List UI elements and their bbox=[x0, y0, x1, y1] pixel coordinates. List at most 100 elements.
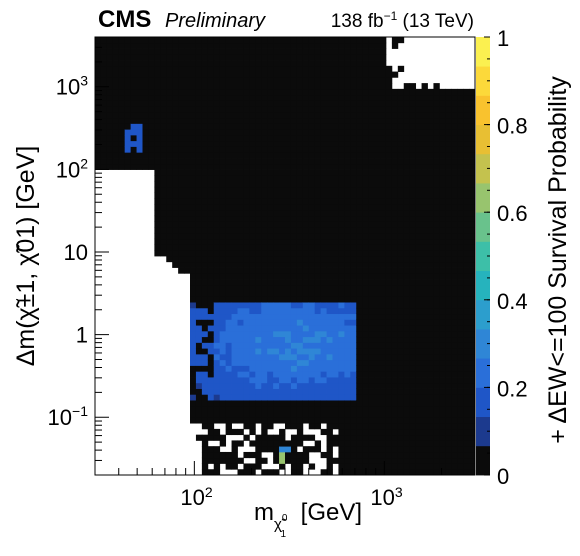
heatmap-cell bbox=[403, 302, 411, 309]
heatmap-cell bbox=[237, 279, 244, 286]
heatmap-cell bbox=[219, 330, 227, 338]
heatmap-cell bbox=[314, 192, 322, 199]
heatmap-cell bbox=[338, 209, 345, 217]
heatmap-cell bbox=[320, 232, 327, 240]
heatmap-cell bbox=[385, 388, 393, 395]
heatmap-cell bbox=[172, 175, 179, 182]
heatmap-cell bbox=[195, 353, 203, 361]
heatmap-cell bbox=[172, 106, 179, 113]
heatmap-cell bbox=[314, 238, 322, 245]
heatmap-cell bbox=[136, 88, 143, 96]
heatmap-cell bbox=[100, 60, 108, 67]
heatmap-cell bbox=[154, 83, 161, 90]
heatmap-cell bbox=[225, 273, 232, 280]
heatmap-cell bbox=[261, 117, 268, 124]
heatmap-cell bbox=[457, 273, 464, 280]
heatmap-cell bbox=[433, 296, 440, 303]
heatmap-cell bbox=[118, 146, 126, 153]
heatmap-cell bbox=[184, 123, 191, 130]
heatmap-cell bbox=[320, 37, 327, 44]
heatmap-cell bbox=[172, 198, 179, 205]
heatmap-cell bbox=[397, 227, 405, 234]
heatmap-cell bbox=[385, 181, 393, 188]
heatmap-cell bbox=[451, 417, 458, 424]
heatmap-cell bbox=[397, 302, 405, 309]
heatmap-cell bbox=[314, 261, 322, 268]
heatmap-cell bbox=[391, 261, 399, 268]
heatmap-cell bbox=[172, 204, 179, 211]
heatmap-cell bbox=[207, 94, 215, 101]
heatmap-cell bbox=[362, 325, 369, 332]
heatmap-cell bbox=[190, 273, 197, 280]
heatmap-cell bbox=[267, 140, 274, 147]
heatmap-cell bbox=[463, 336, 470, 343]
heatmap-cell bbox=[249, 388, 256, 395]
heatmap-cell bbox=[433, 394, 440, 401]
heatmap-cell bbox=[314, 209, 322, 217]
heatmap-cell bbox=[255, 134, 262, 142]
heatmap-cell bbox=[326, 457, 333, 464]
heatmap-cell bbox=[261, 336, 268, 343]
heatmap-cell bbox=[190, 186, 197, 193]
heatmap-cell bbox=[457, 359, 464, 366]
heatmap-cell bbox=[332, 77, 339, 84]
color-scale-step bbox=[476, 241, 490, 271]
heatmap-cell bbox=[213, 469, 221, 476]
heatmap-cell bbox=[350, 100, 357, 107]
heatmap-cell bbox=[243, 267, 250, 274]
heatmap-cell bbox=[184, 100, 191, 107]
heatmap-cell bbox=[290, 440, 298, 447]
heatmap-cell bbox=[403, 284, 411, 291]
heatmap-cell bbox=[160, 100, 167, 107]
heatmap-cell bbox=[160, 158, 167, 165]
heatmap-cell bbox=[231, 175, 238, 182]
heatmap-cell bbox=[148, 106, 155, 113]
heatmap-cell bbox=[463, 411, 470, 418]
heatmap-cell bbox=[237, 158, 244, 165]
heatmap-cell bbox=[415, 290, 422, 297]
heatmap-cell bbox=[320, 244, 327, 251]
heatmap-cell bbox=[451, 394, 458, 401]
heatmap-cell bbox=[368, 325, 375, 332]
heatmap-cell bbox=[415, 325, 422, 332]
heatmap-cell bbox=[124, 146, 132, 153]
heatmap-cell bbox=[314, 394, 322, 401]
heatmap-cell bbox=[326, 227, 333, 234]
heatmap-cell bbox=[421, 238, 428, 245]
heatmap-cell bbox=[243, 382, 250, 389]
heatmap-cell bbox=[184, 158, 191, 165]
heatmap-cell bbox=[463, 382, 470, 389]
heatmap-cell bbox=[421, 227, 428, 234]
heatmap-cell bbox=[469, 451, 476, 459]
heatmap-cell bbox=[106, 65, 114, 72]
heatmap-cell bbox=[326, 215, 333, 222]
heatmap-cell bbox=[421, 204, 428, 211]
heatmap-cell bbox=[296, 250, 304, 257]
heatmap-cell bbox=[112, 71, 120, 78]
heatmap-cell bbox=[338, 250, 345, 257]
heatmap-cell bbox=[320, 451, 327, 459]
heatmap-cell bbox=[451, 400, 458, 407]
heatmap-cell bbox=[338, 204, 345, 211]
heatmap-cell bbox=[154, 186, 161, 193]
heatmap-cell bbox=[368, 336, 375, 343]
heatmap-cell bbox=[279, 117, 286, 124]
heatmap-cell bbox=[374, 371, 381, 378]
heatmap-cell bbox=[356, 440, 363, 447]
heatmap-cell bbox=[391, 342, 399, 349]
heatmap-cell bbox=[190, 359, 197, 366]
heatmap-cell bbox=[409, 382, 417, 389]
heatmap-cell bbox=[296, 232, 304, 240]
heatmap-cell bbox=[385, 152, 393, 159]
heatmap-cell bbox=[261, 307, 268, 315]
heatmap-cell bbox=[201, 209, 209, 217]
heatmap-cell bbox=[255, 377, 262, 384]
heatmap-cell bbox=[243, 140, 250, 147]
heatmap-cell bbox=[243, 158, 250, 165]
heatmap-cell bbox=[409, 469, 417, 476]
heatmap-cell bbox=[368, 359, 375, 366]
heatmap-cell bbox=[350, 400, 357, 407]
heatmap-cell bbox=[302, 256, 310, 263]
heatmap-cell bbox=[356, 71, 363, 78]
heatmap-cell bbox=[415, 100, 422, 107]
